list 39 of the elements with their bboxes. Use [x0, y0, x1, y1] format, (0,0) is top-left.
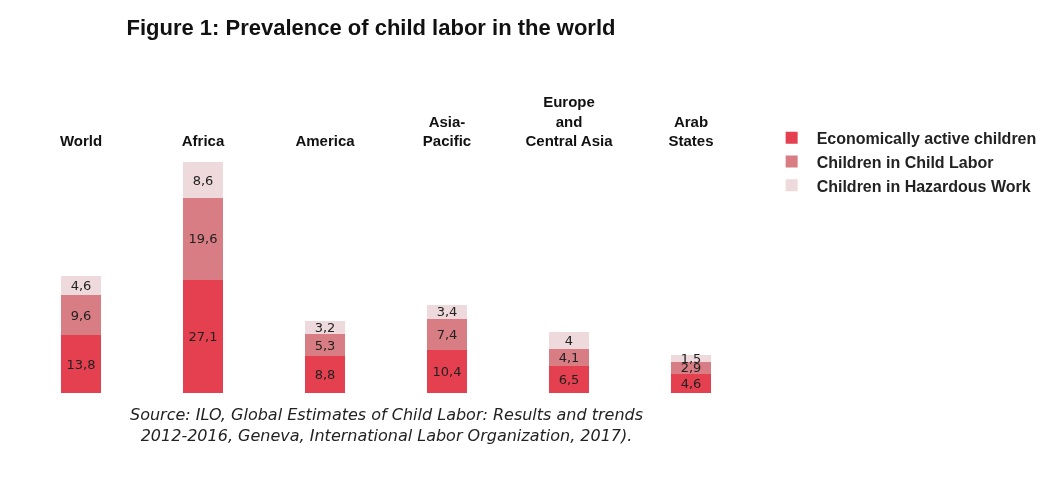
data-label: 9,6 [70, 307, 92, 323]
data-label: 5,3 [314, 337, 336, 353]
x-tick-label: Africa [181, 132, 225, 149]
bar [183, 162, 223, 199]
legend-label: Children in Child Labor [816, 153, 994, 171]
data-label: 13,8 [66, 356, 96, 372]
bar [61, 335, 101, 393]
bar [549, 365, 589, 393]
data-label: 4,6 [70, 278, 92, 294]
data-label: 10,4 [432, 363, 462, 379]
x-tick-label: Arab States [668, 112, 714, 149]
bar [61, 295, 101, 336]
data-label: 27,1 [188, 328, 218, 344]
bar [549, 348, 589, 366]
data-label: 3,2 [314, 319, 336, 335]
x-tick-label: America [295, 132, 356, 149]
data-label: 4,6 [680, 375, 702, 391]
data-label: 6,5 [558, 371, 580, 387]
data-label: 19,6 [188, 231, 218, 247]
data-label: 8,8 [314, 367, 336, 383]
legend-label: Children in Hazardous Work [816, 177, 1031, 195]
x-tick-label: Europe and Central Asia [525, 93, 614, 149]
chart-title: Figure 1: Prevalence of child labor in the world [126, 14, 616, 40]
bar [183, 198, 223, 280]
source-note: Source: ILO, Global Estimates of Child Labor: Results and trends 2012-2016, Geneva, International Labor Organization, 2017). [130, 405, 644, 445]
bar [427, 349, 467, 393]
bar [305, 356, 345, 393]
bar [305, 334, 345, 357]
x-tick-label: Asia- Pacific [422, 112, 472, 149]
legend-label: Economically active children [816, 129, 1037, 147]
data-label: 4 [564, 332, 574, 348]
bar [183, 279, 223, 393]
data-label: 8,6 [192, 172, 214, 188]
bar [427, 318, 467, 350]
data-label: 3,4 [436, 304, 458, 320]
x-tick-label: World [59, 132, 103, 149]
data-label: 7,4 [436, 326, 458, 342]
bar [549, 332, 589, 349]
data-label: 4,1 [558, 349, 580, 365]
